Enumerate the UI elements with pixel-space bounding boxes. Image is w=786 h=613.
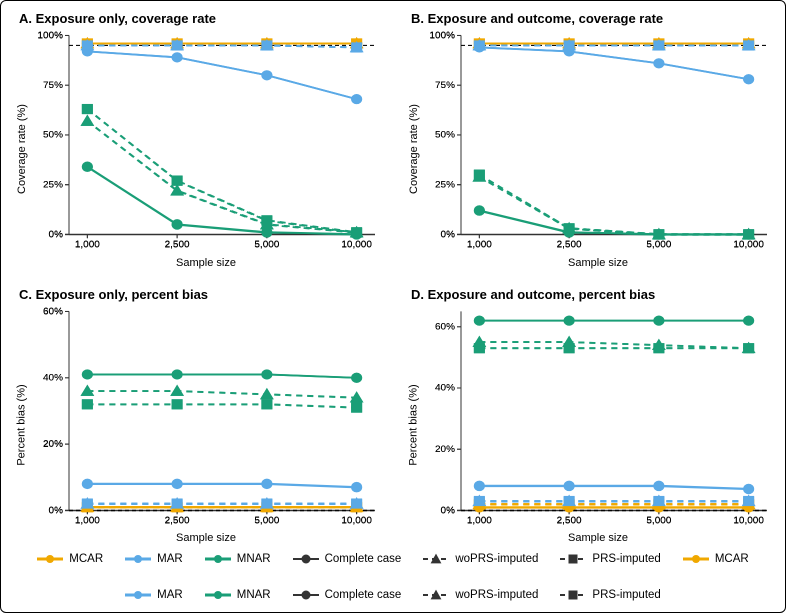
svg-text:50%: 50%	[435, 130, 455, 141]
panel-D-title: D. Exposure and outcome, percent bias	[411, 287, 773, 302]
svg-text:20%: 20%	[43, 439, 63, 450]
svg-text:10,000: 10,000	[733, 239, 764, 250]
legend-shape-woPRS-imputed: woPRS-imputed	[423, 588, 538, 602]
svg-text:1,000: 1,000	[75, 515, 100, 526]
panel-D-plotwrap: Percent bias (%) 0% 20% 40% 60% 1,000 2,500 5,…	[405, 306, 773, 545]
svg-text:10,000: 10,000	[341, 515, 372, 526]
legend-color-MNAR: MNAR	[205, 588, 271, 602]
panel-B-ylabel: Coverage rate (%)	[405, 30, 423, 269]
panel-A-ylabel: Coverage rate (%)	[13, 30, 31, 269]
legend-color-MAR: MAR	[125, 552, 183, 566]
svg-text:40%: 40%	[43, 372, 63, 383]
svg-text:5,000: 5,000	[646, 515, 671, 526]
panel-A: A. Exposure only, coverage rate Coverage…	[13, 11, 381, 269]
panel-A-plot: 0%25%50%75%100%1,0002,5005,00010,0000%25…	[31, 30, 381, 255]
svg-text:0%: 0%	[441, 505, 456, 516]
legend-shape-Complete-case: Complete case	[293, 552, 402, 566]
panel-C-ylabel: Percent bias (%)	[13, 306, 31, 545]
panel-C-xlabel: Sample size	[31, 532, 381, 544]
panel-B-plot: 0%25%50%75%100%1,0002,5005,00010,0000%25…	[423, 30, 773, 255]
svg-text:1,000: 1,000	[75, 239, 100, 250]
panel-B-plotwrap: Coverage rate (%) 0% 25% 50% 75% 100% 1,000 2,…	[405, 30, 773, 269]
panel-A-title: A. Exposure only, coverage rate	[19, 11, 381, 26]
panel-grid: A. Exposure only, coverage rate Coverage…	[13, 11, 773, 544]
panel-D-ylabel: Percent bias (%)	[405, 306, 423, 545]
svg-text:40%: 40%	[435, 383, 455, 394]
svg-text:100%: 100%	[429, 31, 455, 42]
panel-A-xlabel: Sample size	[31, 257, 381, 269]
svg-text:1,000: 1,000	[467, 515, 492, 526]
legend-shape-Complete-case: Complete case	[293, 588, 402, 602]
svg-text:60%: 60%	[43, 306, 63, 317]
svg-text:0%: 0%	[49, 229, 64, 240]
svg-text:60%: 60%	[435, 321, 455, 332]
legend-color-MNAR: MNAR	[205, 552, 271, 566]
svg-text:20%: 20%	[435, 444, 455, 455]
svg-text:0%: 0%	[49, 505, 64, 516]
legend-color-MAR: MAR	[125, 588, 183, 602]
legend-color-MCAR: MCAR	[37, 552, 103, 566]
svg-text:25%: 25%	[43, 180, 63, 191]
panel-B-title: B. Exposure and outcome, coverage rate	[411, 11, 773, 26]
svg-text:25%: 25%	[435, 180, 455, 191]
panel-C: C. Exposure only, percent bias Percent b…	[13, 287, 381, 545]
panel-A-plotwrap: Coverage rate (%) 0% 25% 50% 75% 100% 1,000 2,…	[13, 30, 381, 269]
svg-text:10,000: 10,000	[341, 239, 372, 250]
panel-B-xlabel: Sample size	[423, 257, 773, 269]
svg-text:10,000: 10,000	[733, 515, 764, 526]
legend-shape-woPRS-imputed: woPRS-imputed	[423, 552, 538, 566]
svg-text:75%: 75%	[435, 80, 455, 91]
panel-C-plot: 0%20%40%60%1,0002,5005,00010,0000%20%40%…	[31, 306, 381, 531]
panel-B: B. Exposure and outcome, coverage rate C…	[405, 11, 773, 269]
svg-text:2,500: 2,500	[557, 515, 582, 526]
figure-frame: A. Exposure only, coverage rate Coverage…	[0, 0, 786, 613]
svg-text:2,500: 2,500	[165, 239, 190, 250]
svg-text:0%: 0%	[441, 229, 456, 240]
svg-text:2,500: 2,500	[557, 239, 582, 250]
svg-text:2,500: 2,500	[165, 515, 190, 526]
legend-shape-PRS-imputed: PRS-imputed	[560, 588, 660, 602]
panel-D-plot: 0%20%40%60%1,0002,5005,00010,0000%20%40%…	[423, 306, 773, 531]
legend-color-MCAR: MCAR	[683, 552, 749, 566]
panel-D-xlabel: Sample size	[423, 532, 773, 544]
legend: MCAR MAR MNAR Complete case woPRS-imputed PRS…	[13, 544, 773, 604]
svg-text:5,000: 5,000	[254, 239, 279, 250]
svg-text:1,000: 1,000	[467, 239, 492, 250]
panel-C-plotwrap: Percent bias (%) 0% 20% 40% 60% 1,000 2,500 5,…	[13, 306, 381, 545]
svg-text:100%: 100%	[37, 31, 63, 42]
svg-text:75%: 75%	[43, 80, 63, 91]
svg-text:50%: 50%	[43, 130, 63, 141]
svg-text:5,000: 5,000	[646, 239, 671, 250]
legend-shape-PRS-imputed: PRS-imputed	[560, 552, 660, 566]
svg-text:5,000: 5,000	[254, 515, 279, 526]
panel-C-title: C. Exposure only, percent bias	[19, 287, 381, 302]
panel-D: D. Exposure and outcome, percent bias Pe…	[405, 287, 773, 545]
